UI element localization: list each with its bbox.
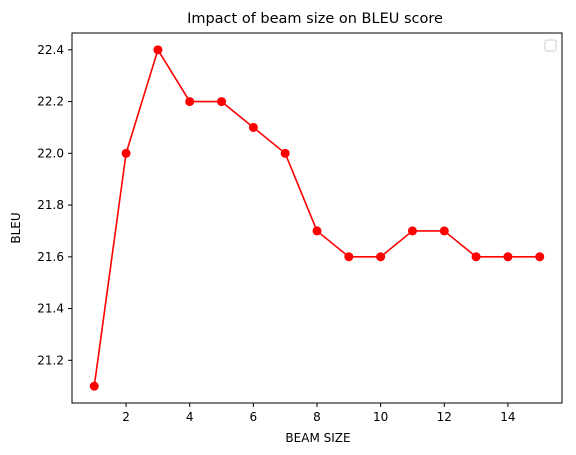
y-tick-label: 21.2 xyxy=(37,353,64,367)
y-tick-label: 22.0 xyxy=(37,146,64,160)
data-point xyxy=(376,252,385,261)
x-tick-label: 8 xyxy=(313,410,321,424)
data-point xyxy=(313,226,322,235)
data-point xyxy=(408,226,417,235)
x-tick-label: 10 xyxy=(373,410,388,424)
x-tick-label: 12 xyxy=(437,410,452,424)
data-point xyxy=(472,252,481,261)
y-tick-label: 22.2 xyxy=(37,95,64,109)
y-tick-label: 21.6 xyxy=(37,250,64,264)
y-tick-label: 22.4 xyxy=(37,43,64,57)
data-point xyxy=(281,149,290,158)
data-point xyxy=(503,252,512,261)
x-tick-label: 14 xyxy=(500,410,515,424)
data-point xyxy=(185,97,194,106)
x-tick-label: 2 xyxy=(122,410,130,424)
data-point xyxy=(217,97,226,106)
y-tick-label: 21.8 xyxy=(37,198,64,212)
data-point xyxy=(122,149,131,158)
data-point xyxy=(535,252,544,261)
y-axis-label: BLEU xyxy=(9,212,23,243)
chart-title: Impact of beam size on BLEU score xyxy=(187,11,443,27)
y-tick-label: 21.4 xyxy=(37,302,64,316)
x-tick-label: 4 xyxy=(186,410,194,424)
data-point xyxy=(153,45,162,54)
data-point xyxy=(440,226,449,235)
data-point xyxy=(249,123,258,132)
legend-box xyxy=(545,40,556,51)
data-point xyxy=(344,252,353,261)
data-point xyxy=(90,382,99,391)
x-tick-label: 6 xyxy=(250,410,258,424)
x-axis-label: BEAM SIZE xyxy=(285,431,350,445)
